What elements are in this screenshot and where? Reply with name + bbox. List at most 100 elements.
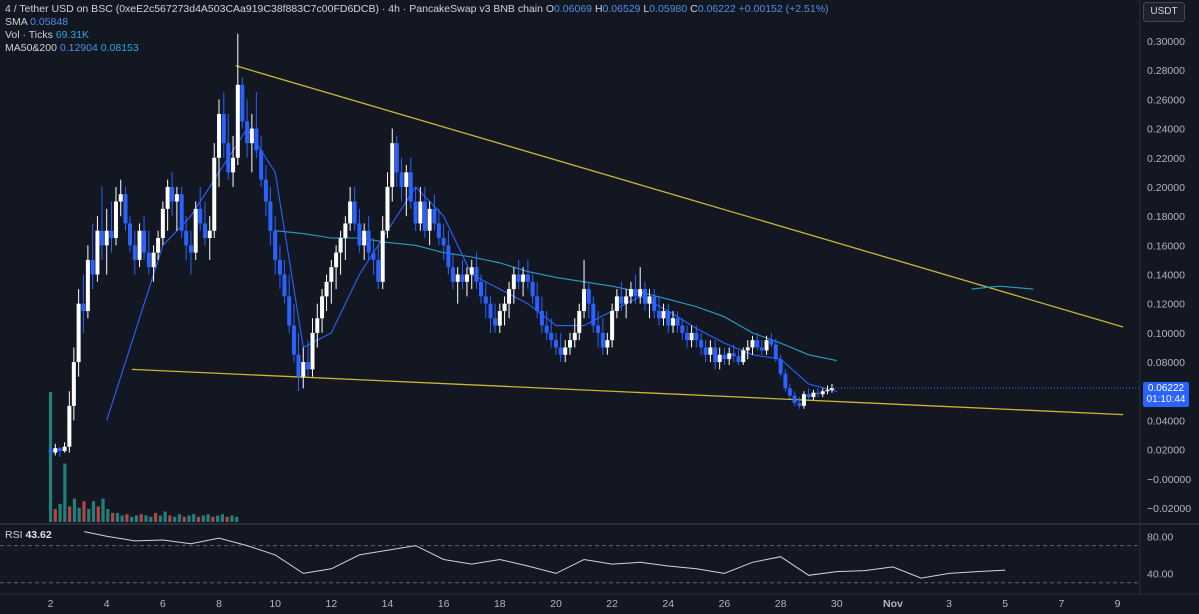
candle-body	[703, 347, 708, 355]
candle	[113, 186, 118, 246]
candle	[193, 201, 198, 260]
time-tick-label: 2	[48, 598, 54, 610]
volume-bar	[91, 501, 96, 522]
price-tick-label: −0.00000	[1147, 474, 1191, 486]
time-tick-label: 20	[550, 598, 562, 610]
candle-body	[544, 325, 549, 333]
candle	[792, 391, 797, 406]
candle-body	[118, 194, 123, 202]
candle	[539, 296, 544, 333]
candle	[174, 186, 179, 231]
candle-body	[287, 296, 292, 326]
candle-body	[90, 259, 95, 275]
rsi-pane: 80.00 40.00	[0, 523, 1199, 593]
candle-body	[413, 201, 418, 224]
candle	[586, 281, 591, 319]
trendlines[interactable]	[131, 65, 1124, 416]
upper-trendline	[235, 65, 1124, 328]
candle-body	[502, 303, 507, 311]
candle	[348, 186, 353, 231]
candle	[366, 216, 371, 260]
candle-body	[408, 172, 413, 202]
volume-bar	[101, 498, 105, 522]
price-axis[interactable]: 0.30000 0.28000 0.26000 0.24000 0.22000 0.200…	[1139, 0, 1191, 523]
candle	[820, 388, 825, 398]
candle-body	[240, 84, 245, 122]
candle	[441, 223, 446, 260]
volume-bar	[77, 507, 81, 522]
candle-body	[685, 332, 690, 341]
candle	[464, 267, 469, 297]
candle-body	[731, 353, 736, 357]
candle	[436, 208, 441, 246]
ohlc-value: 0.06529	[602, 3, 641, 15]
time-tick-label: 5	[1002, 598, 1008, 610]
volume-bar	[110, 512, 115, 522]
ohlc-label: C	[690, 3, 698, 15]
candle-body	[605, 340, 610, 348]
candle	[624, 289, 629, 319]
volume-bar	[68, 506, 72, 522]
candle-body	[156, 238, 161, 253]
candle	[198, 186, 203, 231]
candle	[671, 310, 676, 333]
candle	[806, 388, 811, 401]
candle	[628, 281, 633, 304]
candle-body	[675, 318, 680, 326]
candle-body	[362, 230, 367, 246]
candle	[596, 310, 601, 348]
price-tick-label: 0.20000	[1147, 182, 1185, 194]
time-tick-label: 14	[382, 598, 394, 610]
candle-body	[352, 201, 357, 224]
ohlc-value: 0.05980	[649, 3, 688, 15]
candle-body	[600, 332, 605, 348]
candle	[249, 113, 254, 173]
candle	[413, 186, 418, 231]
candle	[371, 238, 376, 275]
bar-countdown: 01:10:44	[1146, 394, 1186, 405]
candle	[254, 92, 259, 158]
time-tick-label: 10	[269, 598, 281, 610]
volume-bar	[173, 516, 177, 522]
candle	[67, 391, 72, 453]
time-axis[interactable]: 2 4 6 8 10 12 14 16 18 20 22 24 26 28 30 Nov 3 5 7 9	[0, 593, 1199, 610]
candle	[708, 340, 713, 363]
candle-body	[137, 230, 142, 260]
volume-bar	[130, 516, 134, 522]
candle-body	[170, 186, 175, 202]
price-tick-label: 0.04000	[1147, 415, 1185, 427]
candle	[432, 194, 437, 231]
candle-body	[67, 405, 72, 447]
candle-body	[245, 121, 250, 144]
candle-body	[427, 208, 432, 231]
candle-body	[249, 128, 254, 144]
candle-body	[404, 172, 409, 187]
candle-body	[324, 281, 329, 297]
candle-body	[99, 230, 104, 246]
price-tick-label: 0.24000	[1147, 124, 1185, 136]
candle	[815, 388, 820, 398]
candle-body	[694, 332, 699, 341]
candle	[657, 296, 662, 326]
currency-button[interactable]: USDT	[1143, 2, 1185, 22]
candle-body	[521, 274, 526, 282]
time-tick-label: Nov	[883, 598, 903, 610]
candle	[81, 274, 86, 333]
candle	[722, 347, 727, 365]
candle	[212, 143, 217, 239]
volume-bar	[72, 498, 77, 522]
volume-bar	[230, 515, 234, 522]
time-tick-label: 26	[719, 598, 731, 610]
candle	[605, 332, 610, 355]
candle-body	[446, 245, 451, 268]
candle	[497, 303, 502, 333]
ohlc-l: L0.05980	[643, 3, 690, 15]
candle-body	[310, 332, 315, 370]
candle-body	[596, 325, 601, 333]
last-price: 0.06222	[1147, 383, 1185, 394]
candle-body	[572, 332, 577, 341]
candle	[689, 325, 694, 348]
candle-body	[57, 448, 62, 452]
candle-body	[666, 310, 671, 326]
